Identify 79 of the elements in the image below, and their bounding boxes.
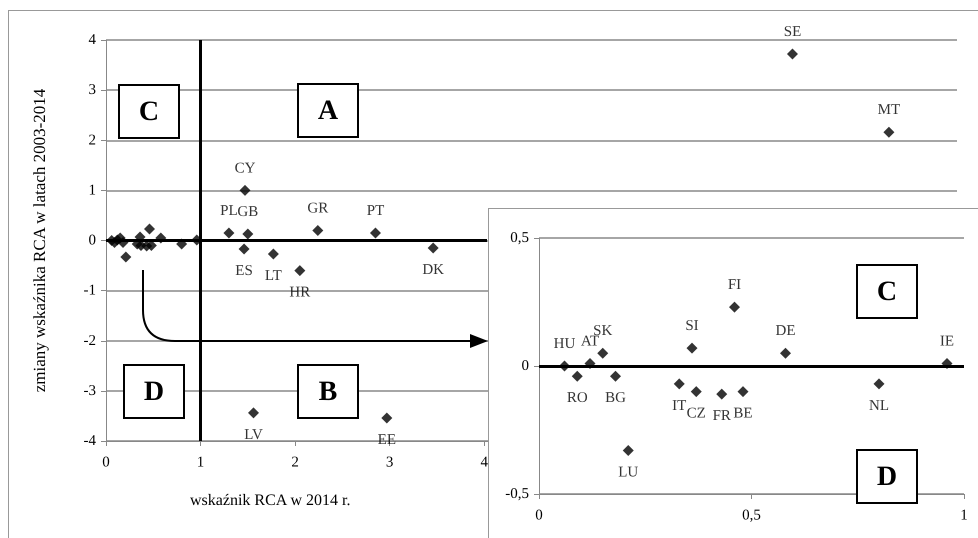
data-label: DK	[422, 262, 444, 278]
point	[268, 248, 279, 260]
y-tick-label: -3	[84, 382, 96, 399]
data-label: BG	[605, 390, 626, 406]
data-label: PL	[220, 202, 238, 219]
point	[738, 386, 748, 398]
x-tick-label: 0	[535, 508, 543, 524]
data-label: IE	[940, 333, 954, 350]
data-label: DE	[776, 323, 796, 340]
data-label: IT	[672, 398, 686, 414]
x-tick-label: 2	[291, 454, 299, 470]
data-label: FR	[712, 408, 731, 424]
y-tick-label: 3	[88, 82, 96, 98]
y-tick-label: -1	[84, 282, 96, 299]
data-label: GB	[237, 204, 258, 220]
point	[780, 348, 791, 359]
point	[428, 242, 439, 254]
y-tick-label: -2	[84, 332, 96, 349]
point	[370, 227, 381, 238]
point	[674, 378, 685, 390]
annotation: B	[297, 364, 359, 419]
annotation: D	[856, 449, 918, 504]
point	[223, 227, 234, 238]
y-tick-label: 4	[88, 32, 96, 48]
point	[248, 407, 260, 418]
y-tick-label: -4	[84, 433, 96, 449]
annotation: C	[118, 84, 180, 139]
point	[622, 444, 634, 456]
data-label: LU	[618, 464, 638, 480]
point	[242, 228, 254, 240]
point	[144, 223, 155, 234]
point	[786, 48, 798, 60]
data-label: ES	[235, 263, 253, 280]
point	[874, 378, 884, 390]
y-tick-label: 0	[88, 232, 96, 248]
point	[597, 348, 608, 359]
point	[238, 244, 250, 255]
annotation: C	[856, 264, 918, 319]
y-axis-title: zmiany wskaźnika RCA w latach 2003-2014	[30, 88, 49, 392]
x-tick-label: 0,5	[742, 508, 761, 524]
data-label: SE	[784, 24, 802, 40]
point	[381, 412, 392, 424]
data-label: HU	[554, 336, 576, 352]
point	[572, 370, 583, 382]
y-tick-label: 1	[88, 182, 96, 198]
y-tick-label: 0	[522, 358, 529, 374]
data-label: CZ	[686, 406, 706, 422]
x-tick-label: 3	[386, 454, 394, 470]
point	[610, 370, 621, 382]
data-label: CY	[234, 160, 256, 176]
x-tick-label: 1	[960, 508, 968, 524]
point	[883, 126, 894, 138]
point	[239, 184, 250, 196]
point	[294, 265, 306, 276]
point	[686, 342, 698, 354]
point	[312, 224, 324, 236]
x-tick-label: 0	[102, 454, 110, 470]
data-label: BE	[733, 406, 753, 422]
data-label: MT	[878, 102, 900, 118]
data-label: NL	[869, 398, 889, 414]
point	[729, 302, 740, 313]
data-label: RO	[566, 390, 588, 406]
x-tick-label: 4	[480, 454, 488, 470]
point	[690, 386, 702, 398]
annotation: A	[297, 83, 359, 138]
y-tick-label: 2	[88, 132, 96, 148]
data-label: LV	[244, 426, 263, 443]
data-label: LT	[264, 268, 282, 284]
x-tick-label: 1	[196, 454, 204, 470]
data-label: GR	[307, 200, 328, 216]
data-label: PT	[366, 202, 384, 219]
y-tick-label: 0,5	[510, 230, 529, 246]
data-label: FI	[728, 277, 742, 294]
point	[120, 252, 132, 263]
data-label: SI	[685, 318, 699, 334]
point	[716, 388, 728, 400]
annotation: D	[123, 364, 185, 419]
x-axis-title: wskaźnik RCA w 2014 r.	[190, 492, 350, 510]
y-tick-label: -0,5	[505, 486, 529, 502]
